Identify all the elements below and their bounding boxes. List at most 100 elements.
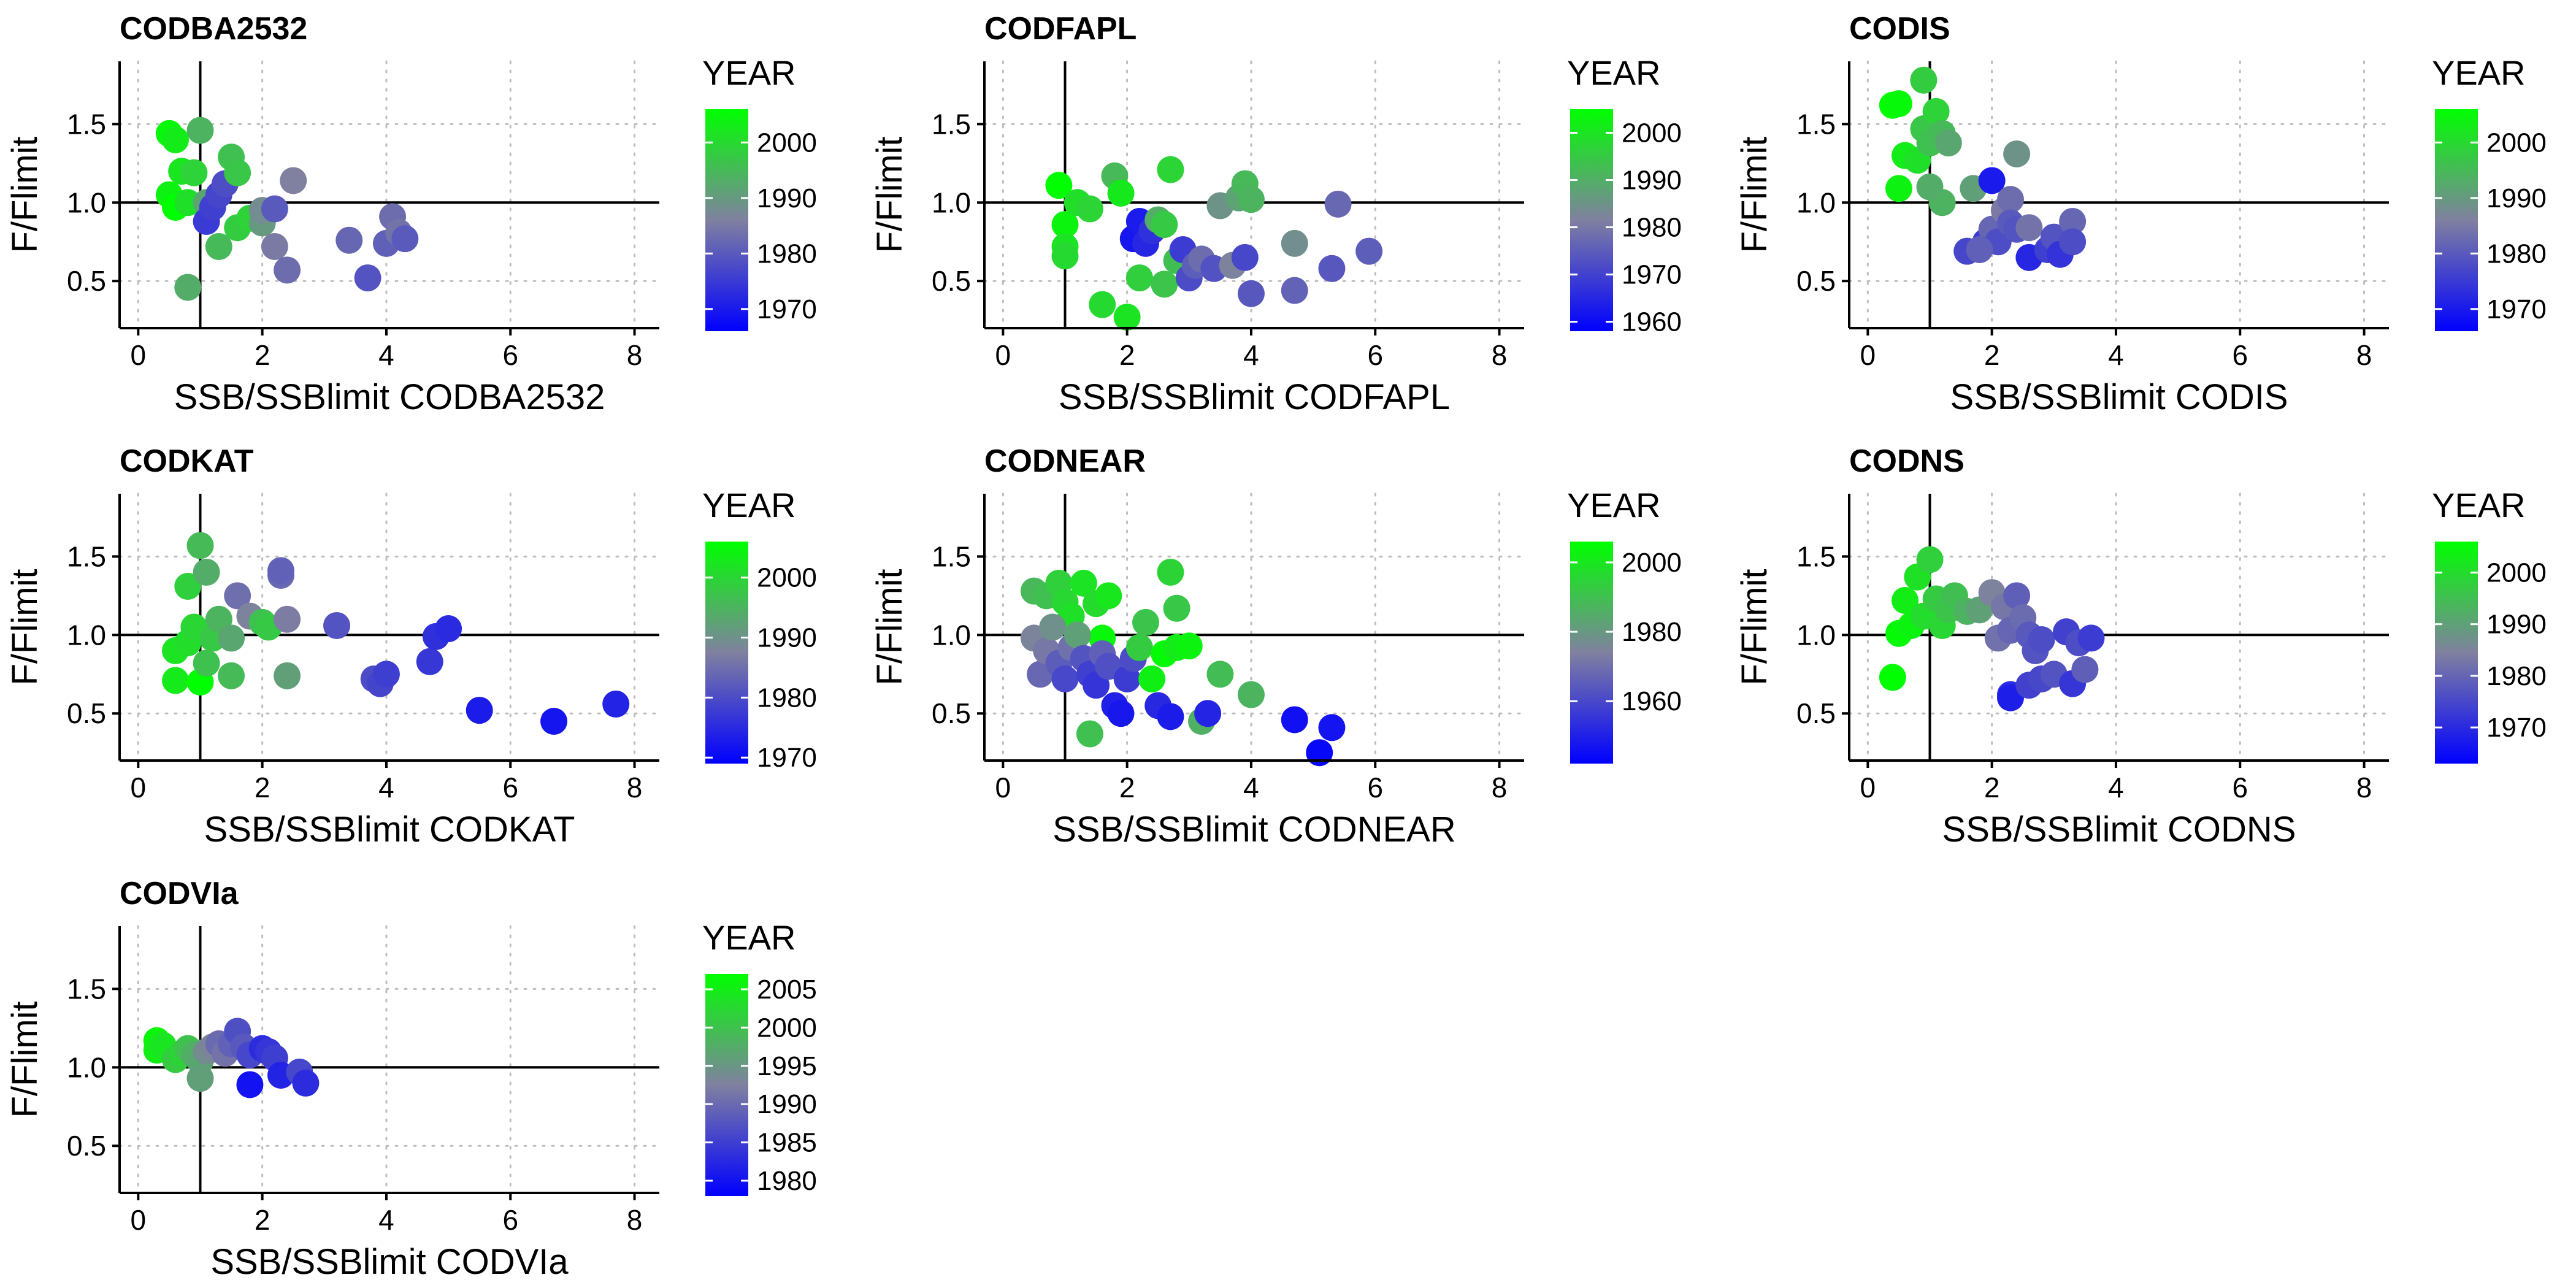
legend-tick-label: 1980: [2486, 661, 2547, 691]
data-point: [1324, 190, 1352, 218]
x-axis-title: SSB/SSBlimit CODNS: [1942, 810, 2296, 849]
data-point: [1916, 546, 1944, 573]
data-point: [274, 605, 301, 633]
data-point: [2077, 624, 2105, 652]
legend-tick-label: 1990: [1622, 166, 1682, 196]
y-tick-label: 1.5: [1796, 540, 1836, 572]
y-tick-label: 1.0: [67, 619, 106, 651]
legend-title: YEAR: [2432, 486, 2526, 524]
data-point: [1095, 582, 1122, 610]
x-axis-title: SSB/SSBlimit CODBA2532: [174, 377, 605, 417]
legend-colorbar: [1570, 542, 1613, 764]
legend-tick-label: 2000: [2486, 558, 2547, 588]
y-tick-label: 1.5: [1796, 108, 1836, 140]
y-tick-label: 0.5: [67, 265, 106, 297]
data-point: [218, 624, 245, 652]
panel-title: CODKAT: [120, 443, 254, 479]
data-point: [1318, 714, 1346, 742]
data-point: [174, 189, 202, 217]
legend-tick-label: 1980: [2486, 239, 2547, 269]
x-tick-label: 4: [378, 339, 394, 371]
data-point: [2071, 656, 2099, 683]
data-point: [1355, 237, 1383, 265]
x-tick-label: 2: [255, 1204, 270, 1236]
y-tick-label: 1.5: [932, 108, 971, 140]
x-axis-title: SSB/SSBlimit CODKAT: [204, 810, 575, 849]
x-tick-label: 8: [2356, 339, 2372, 371]
data-point: [540, 708, 568, 735]
x-tick-label: 8: [627, 1204, 643, 1236]
y-tick-label: 0.5: [67, 697, 106, 729]
legend-title: YEAR: [702, 486, 796, 524]
legend-tick-label: 1980: [757, 1166, 817, 1196]
data-point: [1885, 175, 1912, 202]
y-tick-label: 0.5: [1796, 697, 1836, 729]
legend-tick-label: 1995: [757, 1051, 817, 1081]
data-point: [1051, 665, 1079, 692]
data-point: [280, 167, 307, 194]
data-point: [274, 662, 301, 689]
x-tick-label: 2: [1119, 772, 1135, 803]
data-point: [236, 1071, 264, 1098]
legend-tick-label: 1990: [2486, 183, 2547, 213]
y-axis-title: F/Flimit: [5, 136, 45, 253]
data-point: [1978, 167, 2006, 194]
data-point: [1175, 632, 1203, 660]
legend-tick-label: 2000: [757, 128, 817, 158]
data-point: [224, 159, 251, 186]
data-point: [1306, 739, 1333, 767]
data-point: [1281, 706, 1308, 734]
x-axis-title: SSB/SSBlimit CODVIa: [210, 1242, 569, 1282]
data-point: [174, 572, 202, 600]
y-axis-title: F/Flimit: [5, 1001, 45, 1117]
data-point: [1966, 236, 1993, 264]
legend-tick-label: 2000: [1622, 118, 1682, 148]
x-tick-label: 0: [131, 339, 147, 371]
data-point: [180, 159, 208, 186]
legend-tick-label: 1970: [757, 294, 817, 324]
x-tick-label: 4: [2108, 339, 2124, 371]
data-point: [1206, 661, 1234, 688]
data-point: [1089, 291, 1116, 318]
legend-tick-label: 1990: [757, 1089, 817, 1119]
x-tick-label: 0: [1860, 339, 1876, 371]
legend-colorbar: [2435, 542, 2478, 764]
legend-title: YEAR: [1567, 486, 1661, 524]
data-point: [1076, 720, 1103, 748]
data-point: [2028, 626, 2055, 653]
data-point: [1231, 243, 1259, 271]
y-tick-label: 0.5: [67, 1130, 106, 1162]
y-tick-label: 1.5: [67, 540, 106, 572]
legend-title: YEAR: [2432, 53, 2526, 92]
x-tick-label: 0: [995, 339, 1011, 371]
x-axis-title: SSB/SSBlimit CODNEAR: [1052, 810, 1455, 849]
data-point: [1070, 569, 1097, 597]
x-tick-label: 6: [502, 339, 518, 371]
data-point: [1157, 156, 1184, 183]
panel-codns: CODNS 0 2 4 6 8 0.5 1.0 1.5 SSB/SSBlimit CODNS F/F…: [1735, 443, 2547, 849]
data-point: [354, 264, 381, 292]
data-point: [1892, 587, 1919, 614]
y-axis-title: F/Flimit: [1735, 569, 1774, 685]
x-tick-label: 6: [502, 772, 518, 803]
legend-tick-label: 1970: [757, 743, 817, 773]
data-point: [267, 557, 294, 585]
legend-tick-label: 1960: [1622, 307, 1682, 337]
x-tick-label: 4: [1243, 339, 1259, 371]
data-point: [1039, 613, 1067, 641]
y-axis-title: F/Flimit: [870, 136, 910, 253]
data-point: [1151, 211, 1178, 239]
x-tick-label: 2: [255, 772, 270, 803]
data-point: [416, 648, 443, 675]
x-tick-label: 2: [1119, 339, 1135, 371]
y-tick-label: 0.5: [932, 697, 971, 729]
data-point: [261, 195, 288, 223]
y-tick-label: 1.0: [67, 1051, 106, 1083]
legend-colorbar: [705, 974, 748, 1196]
x-axis-title: SSB/SSBlimit CODFAPL: [1059, 377, 1450, 417]
data-point: [1045, 172, 1073, 199]
data-point: [2059, 208, 2087, 235]
data-point: [1916, 173, 1944, 201]
data-point: [1157, 558, 1184, 586]
data-point: [174, 274, 202, 301]
